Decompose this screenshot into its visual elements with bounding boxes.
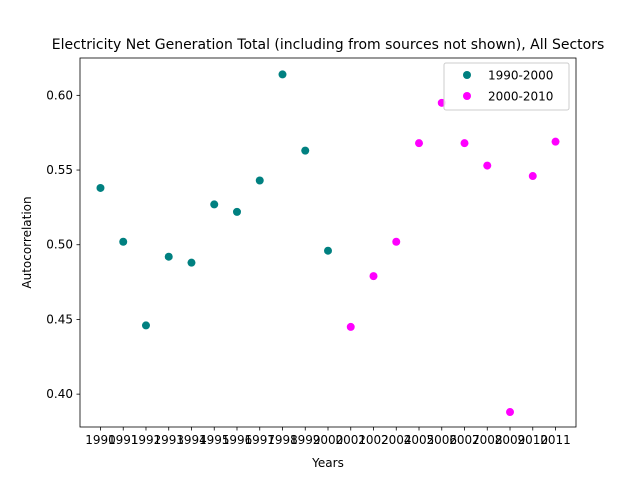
x-tick-label: 2005 xyxy=(404,433,435,447)
chart-title: Electricity Net Generation Total (includ… xyxy=(52,37,605,53)
x-tick-label: 2011 xyxy=(540,433,571,447)
x-tick-label: 1995 xyxy=(199,433,230,447)
series-2-point xyxy=(483,161,492,170)
series-2-point xyxy=(369,272,378,281)
plot-axes: 1990199119921993199419951996199719981999… xyxy=(46,57,577,447)
legend-marker xyxy=(463,71,471,79)
x-tick-label: 1992 xyxy=(131,433,162,447)
x-tick-label: 1999 xyxy=(290,433,321,447)
x-tick-label: 2001 xyxy=(335,433,366,447)
x-axis-label: Years xyxy=(311,456,344,470)
legend-label: 2000-2010 xyxy=(488,90,553,104)
series-2-point xyxy=(392,237,401,246)
y-tick-label: 0.40 xyxy=(46,387,73,401)
x-tick-label: 1990 xyxy=(85,433,116,447)
x-tick-label: 2007 xyxy=(449,433,480,447)
series-2-point xyxy=(551,137,560,146)
x-tick-label: 1998 xyxy=(267,433,298,447)
x-tick-label: 1994 xyxy=(176,433,207,447)
x-tick-label: 2010 xyxy=(517,433,548,447)
x-tick-label: 1997 xyxy=(244,433,275,447)
series-2-point xyxy=(528,172,537,181)
y-tick-label: 0.50 xyxy=(46,238,73,252)
series-2-point xyxy=(415,139,424,148)
series-1-point xyxy=(278,70,287,79)
x-tick-label: 2008 xyxy=(472,433,503,447)
series-1-point xyxy=(164,252,173,261)
series-1-point xyxy=(301,146,310,155)
series-2-point xyxy=(460,139,469,148)
x-tick-label: 2004 xyxy=(381,433,412,447)
legend-marker xyxy=(463,92,471,100)
series-1-point xyxy=(119,237,128,246)
data-points xyxy=(96,70,560,417)
x-tick-label: 1996 xyxy=(222,433,253,447)
series-1-point xyxy=(141,321,150,330)
series-2-point xyxy=(506,408,515,417)
y-tick-label: 0.45 xyxy=(46,312,73,326)
x-tick-label: 2009 xyxy=(495,433,526,447)
y-axis-ticks: 0.40 0.45 0.50 0.55 0.60 xyxy=(46,88,80,401)
chart-legend: 1990-2000 2000-2010 xyxy=(443,62,570,111)
x-tick-label: 2000 xyxy=(313,433,344,447)
series-2-point xyxy=(346,322,355,331)
plot-area xyxy=(79,57,577,428)
x-tick-label: 2006 xyxy=(426,433,457,447)
legend-items: 1990-2000 2000-2010 xyxy=(463,69,553,104)
x-tick-label: 1993 xyxy=(153,433,184,447)
series-1-point xyxy=(324,246,332,255)
y-tick-label: 0.55 xyxy=(46,163,73,177)
y-tick-label: 0.60 xyxy=(46,88,73,102)
series-1-point xyxy=(210,200,219,209)
x-axis-ticks: 1990199119921993199419951996199719981999… xyxy=(85,427,571,447)
series-1-point xyxy=(255,176,264,185)
legend-label: 1990-2000 xyxy=(488,69,553,83)
x-tick-label: 1991 xyxy=(108,433,139,447)
series-1-point xyxy=(232,207,241,216)
x-tick-label: 2002 xyxy=(358,433,389,447)
series-1-point xyxy=(187,258,196,267)
y-axis-label: Autocorrelation xyxy=(20,196,34,288)
legend-frame xyxy=(443,62,570,111)
series-1-point xyxy=(96,183,105,192)
